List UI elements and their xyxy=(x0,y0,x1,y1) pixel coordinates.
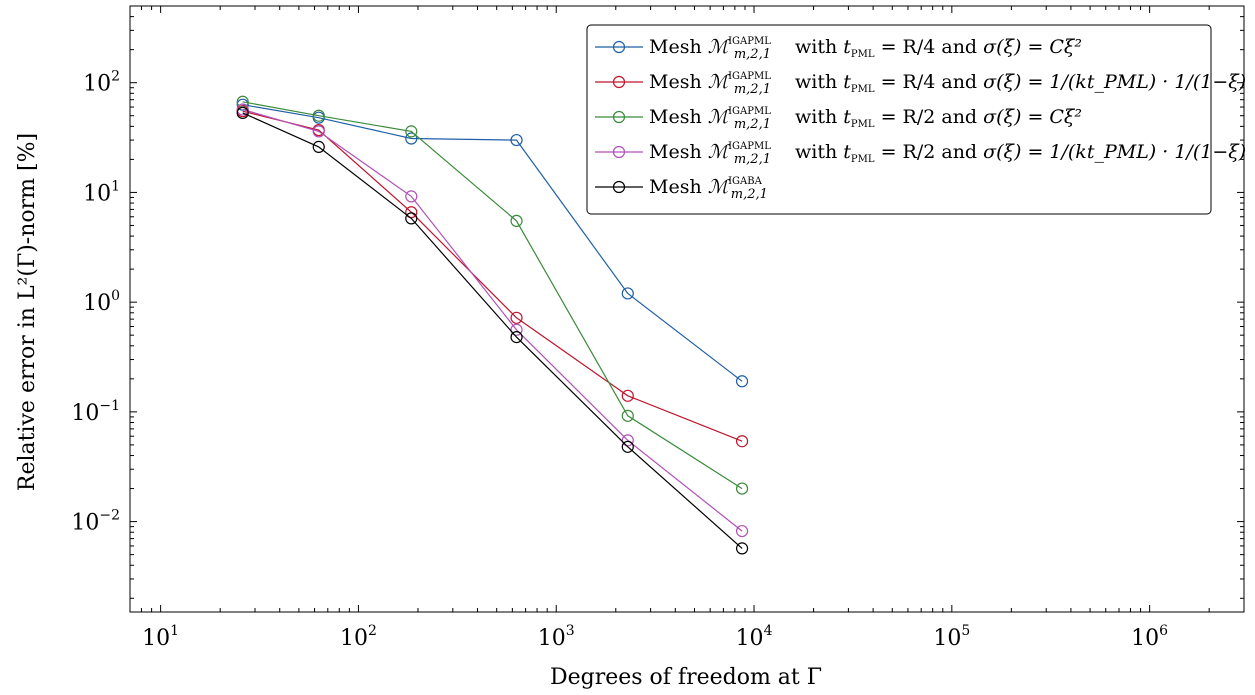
data-point xyxy=(510,133,523,147)
data-point xyxy=(405,132,418,145)
x-axis-label: Degrees of freedom at Γ xyxy=(550,665,822,690)
data-point xyxy=(621,389,634,402)
data-point xyxy=(405,190,418,203)
x-tick-label: 102 xyxy=(340,623,377,651)
legend-marker xyxy=(612,75,626,89)
y-tick-label: 100 xyxy=(83,288,120,316)
data-point xyxy=(510,331,523,344)
series-line xyxy=(242,108,743,532)
series-3 xyxy=(236,95,749,495)
legend-label: Mesh ℳIGAPML m,2,1 with tPML = R/2 and σ(… xyxy=(649,106,1082,132)
legend-marker xyxy=(612,40,626,54)
data-point xyxy=(621,409,634,422)
legend-box xyxy=(586,24,1212,215)
series-5 xyxy=(236,106,749,555)
data-point xyxy=(312,140,325,153)
data-point xyxy=(621,287,634,300)
series-group xyxy=(236,95,749,555)
legend-label: Mesh ℳIGAPML m,2,1 with tPML = R/4 and σ(… xyxy=(649,36,1082,62)
data-point xyxy=(735,482,749,495)
legend-entry: Mesh ℳIGAPML m,2,1 with tPML = R/2 and σ(… xyxy=(595,141,1246,167)
series-1 xyxy=(236,98,749,388)
data-point xyxy=(621,440,634,453)
data-point xyxy=(312,125,325,138)
legend-marker xyxy=(612,145,626,159)
legend-label: Mesh ℳIGAPML m,2,1 with tPML = R/2 and σ(… xyxy=(649,141,1246,167)
data-point xyxy=(405,212,418,225)
data-point xyxy=(735,435,749,448)
data-point xyxy=(510,214,523,228)
legend-marker xyxy=(612,110,626,124)
data-point xyxy=(312,109,325,122)
data-point xyxy=(735,375,749,388)
y-tick-label: 10−2 xyxy=(71,508,120,536)
tick-labels-group: 101 102 103 104 105 106 10−2 10−1 100 101 102 xyxy=(71,69,1168,651)
data-point xyxy=(236,106,249,120)
y-tick-label: 102 xyxy=(83,69,120,97)
plot-frame xyxy=(129,5,1245,613)
data-point xyxy=(405,125,418,138)
series-line xyxy=(242,104,743,382)
data-point xyxy=(510,323,523,336)
data-point xyxy=(735,524,749,538)
legend-entry: Mesh ℳIGAPML m,2,1 with tPML = R/4 and σ(… xyxy=(595,36,1082,62)
x-tick-label: 106 xyxy=(1131,623,1168,651)
plot-frame-group xyxy=(129,5,1245,613)
x-tick-label: 105 xyxy=(933,623,970,651)
series-4 xyxy=(236,103,749,538)
legend-marker xyxy=(612,180,626,194)
data-point xyxy=(510,311,523,324)
series-line xyxy=(242,110,743,442)
x-tick-label: 101 xyxy=(142,623,179,651)
y-tick-label: 10−1 xyxy=(71,398,120,426)
legend-label: Mesh ℳIGAPML m,2,1 with tPML = R/4 and σ(… xyxy=(649,71,1246,97)
y-tick-label: 101 xyxy=(83,178,120,206)
x-tick-label: 103 xyxy=(538,623,575,651)
series-line xyxy=(242,112,743,549)
data-point xyxy=(621,434,634,447)
legend-entry: Mesh ℳIGAPML m,2,1 with tPML = R/2 and σ(… xyxy=(595,106,1082,132)
series-line xyxy=(242,101,743,490)
y-axis-label: Relative error in L²(Γ)-norm [%] xyxy=(15,133,40,491)
data-point xyxy=(236,98,249,111)
data-point xyxy=(735,542,749,555)
data-point xyxy=(236,103,249,116)
legend-label: Mesh ℳIGABA m,2,1 xyxy=(649,176,768,202)
legend: Mesh ℳIGAPML m,2,1 with tPML = R/4 and σ(… xyxy=(586,24,1246,215)
legend-entry: Mesh ℳIGABA m,2,1 xyxy=(595,176,768,202)
x-tick-label: 104 xyxy=(736,623,773,651)
legend-entry: Mesh ℳIGAPML m,2,1 with tPML = R/4 and σ(… xyxy=(595,71,1246,97)
